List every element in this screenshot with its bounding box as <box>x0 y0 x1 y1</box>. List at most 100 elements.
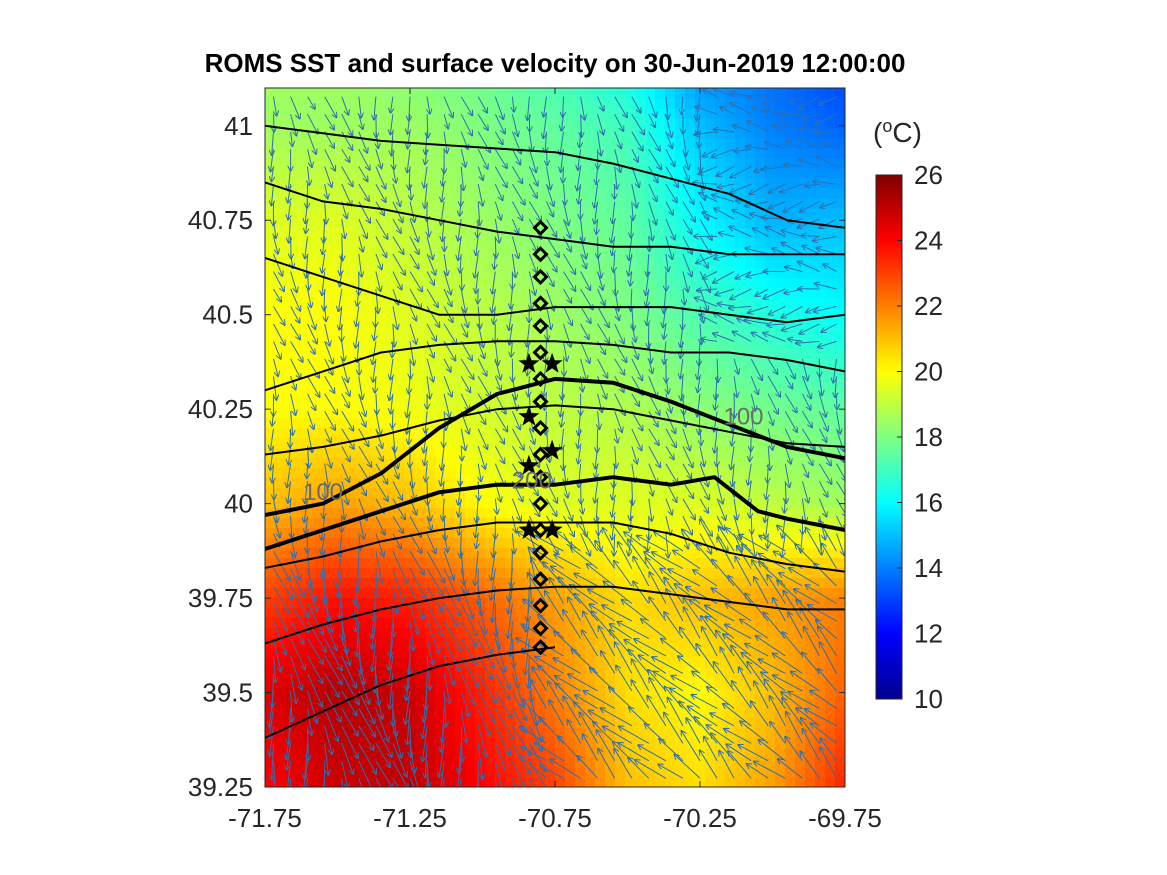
sst-cell <box>825 757 836 768</box>
sst-cell <box>635 707 646 718</box>
sst-cell <box>435 237 446 249</box>
sst-cell <box>305 367 316 379</box>
sst-cell <box>345 617 356 628</box>
sst-cell <box>585 137 596 149</box>
sst-cell <box>315 777 326 787</box>
sst-cell <box>745 567 756 578</box>
sst-cell <box>575 777 586 787</box>
sst-cell <box>715 767 726 778</box>
sst-cell <box>555 297 566 309</box>
sst-cell <box>745 397 756 409</box>
sst-cell <box>685 447 696 459</box>
sst-cell <box>495 447 506 459</box>
sst-cell <box>395 697 406 708</box>
sst-cell <box>585 267 596 279</box>
sst-cell <box>635 397 646 409</box>
sst-cell <box>835 88 845 99</box>
sst-cell <box>825 97 836 109</box>
sst-cell <box>825 167 836 179</box>
sst-cell <box>495 767 506 778</box>
sst-cell <box>695 137 706 149</box>
sst-cell <box>495 587 506 598</box>
sst-cell <box>395 217 406 229</box>
sst-cell <box>345 497 356 509</box>
sst-cell <box>325 657 336 668</box>
sst-cell <box>525 267 536 279</box>
sst-cell <box>525 137 536 149</box>
sst-cell <box>775 97 786 109</box>
velocity-arrow <box>392 271 402 290</box>
sst-cell <box>405 547 416 558</box>
sst-cell <box>505 367 516 379</box>
sst-cell <box>465 157 476 169</box>
sst-cell <box>415 177 426 189</box>
sst-cell <box>305 557 316 568</box>
sst-cell <box>745 177 756 189</box>
sst-cell <box>655 627 666 638</box>
sst-cell <box>725 677 736 688</box>
sst-cell <box>565 157 576 169</box>
sst-cell <box>285 727 296 738</box>
sst-cell <box>635 737 646 748</box>
sst-cell <box>685 587 696 598</box>
sst-cell <box>685 407 696 419</box>
sst-cell <box>355 727 366 738</box>
sst-cell <box>395 387 406 399</box>
sst-cell <box>265 397 276 409</box>
sst-cell <box>475 107 486 119</box>
sst-cell <box>825 257 836 269</box>
sst-cell <box>405 677 416 688</box>
sst-cell <box>755 727 766 738</box>
sst-cell <box>455 697 466 708</box>
sst-cell <box>385 377 396 389</box>
velocity-arrow <box>322 271 325 296</box>
sst-cell <box>295 237 306 249</box>
sst-cell <box>605 357 616 369</box>
sst-cell <box>465 427 476 439</box>
sst-cell <box>555 217 566 229</box>
sst-cell <box>345 647 356 658</box>
sst-cell <box>385 517 396 528</box>
sst-cell <box>445 327 456 339</box>
sst-cell <box>395 487 406 499</box>
sst-cell <box>425 437 436 449</box>
velocity-arrow <box>341 708 358 735</box>
velocity-arrow <box>441 446 444 470</box>
sst-cell <box>275 167 286 179</box>
sst-cell <box>595 277 606 289</box>
sst-cell <box>415 167 426 179</box>
sst-cell <box>365 227 376 239</box>
sst-cell <box>335 527 346 538</box>
sst-cell <box>575 757 586 768</box>
sst-cell <box>345 597 356 608</box>
sst-cell <box>635 367 646 379</box>
sst-cell <box>795 277 806 289</box>
sst-cell <box>515 337 526 349</box>
sst-cell <box>295 757 306 768</box>
sst-cell <box>765 277 776 289</box>
sst-cell <box>395 547 406 558</box>
sst-cell <box>325 447 336 459</box>
sst-cell <box>835 737 845 748</box>
velocity-arrow <box>358 411 366 426</box>
sst-cell <box>795 557 806 568</box>
sst-cell <box>425 587 436 598</box>
sst-cell <box>425 397 436 409</box>
sst-cell <box>745 357 756 369</box>
sst-cell <box>735 347 746 359</box>
sst-cell <box>355 627 366 638</box>
sst-cell <box>565 387 576 399</box>
sst-cell <box>625 657 636 668</box>
sst-cell <box>675 537 686 548</box>
sst-cell <box>305 377 316 389</box>
sst-cell <box>635 227 646 239</box>
sst-cell <box>275 147 286 159</box>
sst-cell <box>475 277 486 289</box>
sst-cell <box>335 687 346 698</box>
sst-cell <box>785 447 796 459</box>
sst-cell <box>655 637 666 648</box>
sst-cell <box>385 107 396 119</box>
sst-cell <box>445 737 456 748</box>
sst-cell <box>565 757 576 768</box>
sst-cell <box>485 117 496 129</box>
